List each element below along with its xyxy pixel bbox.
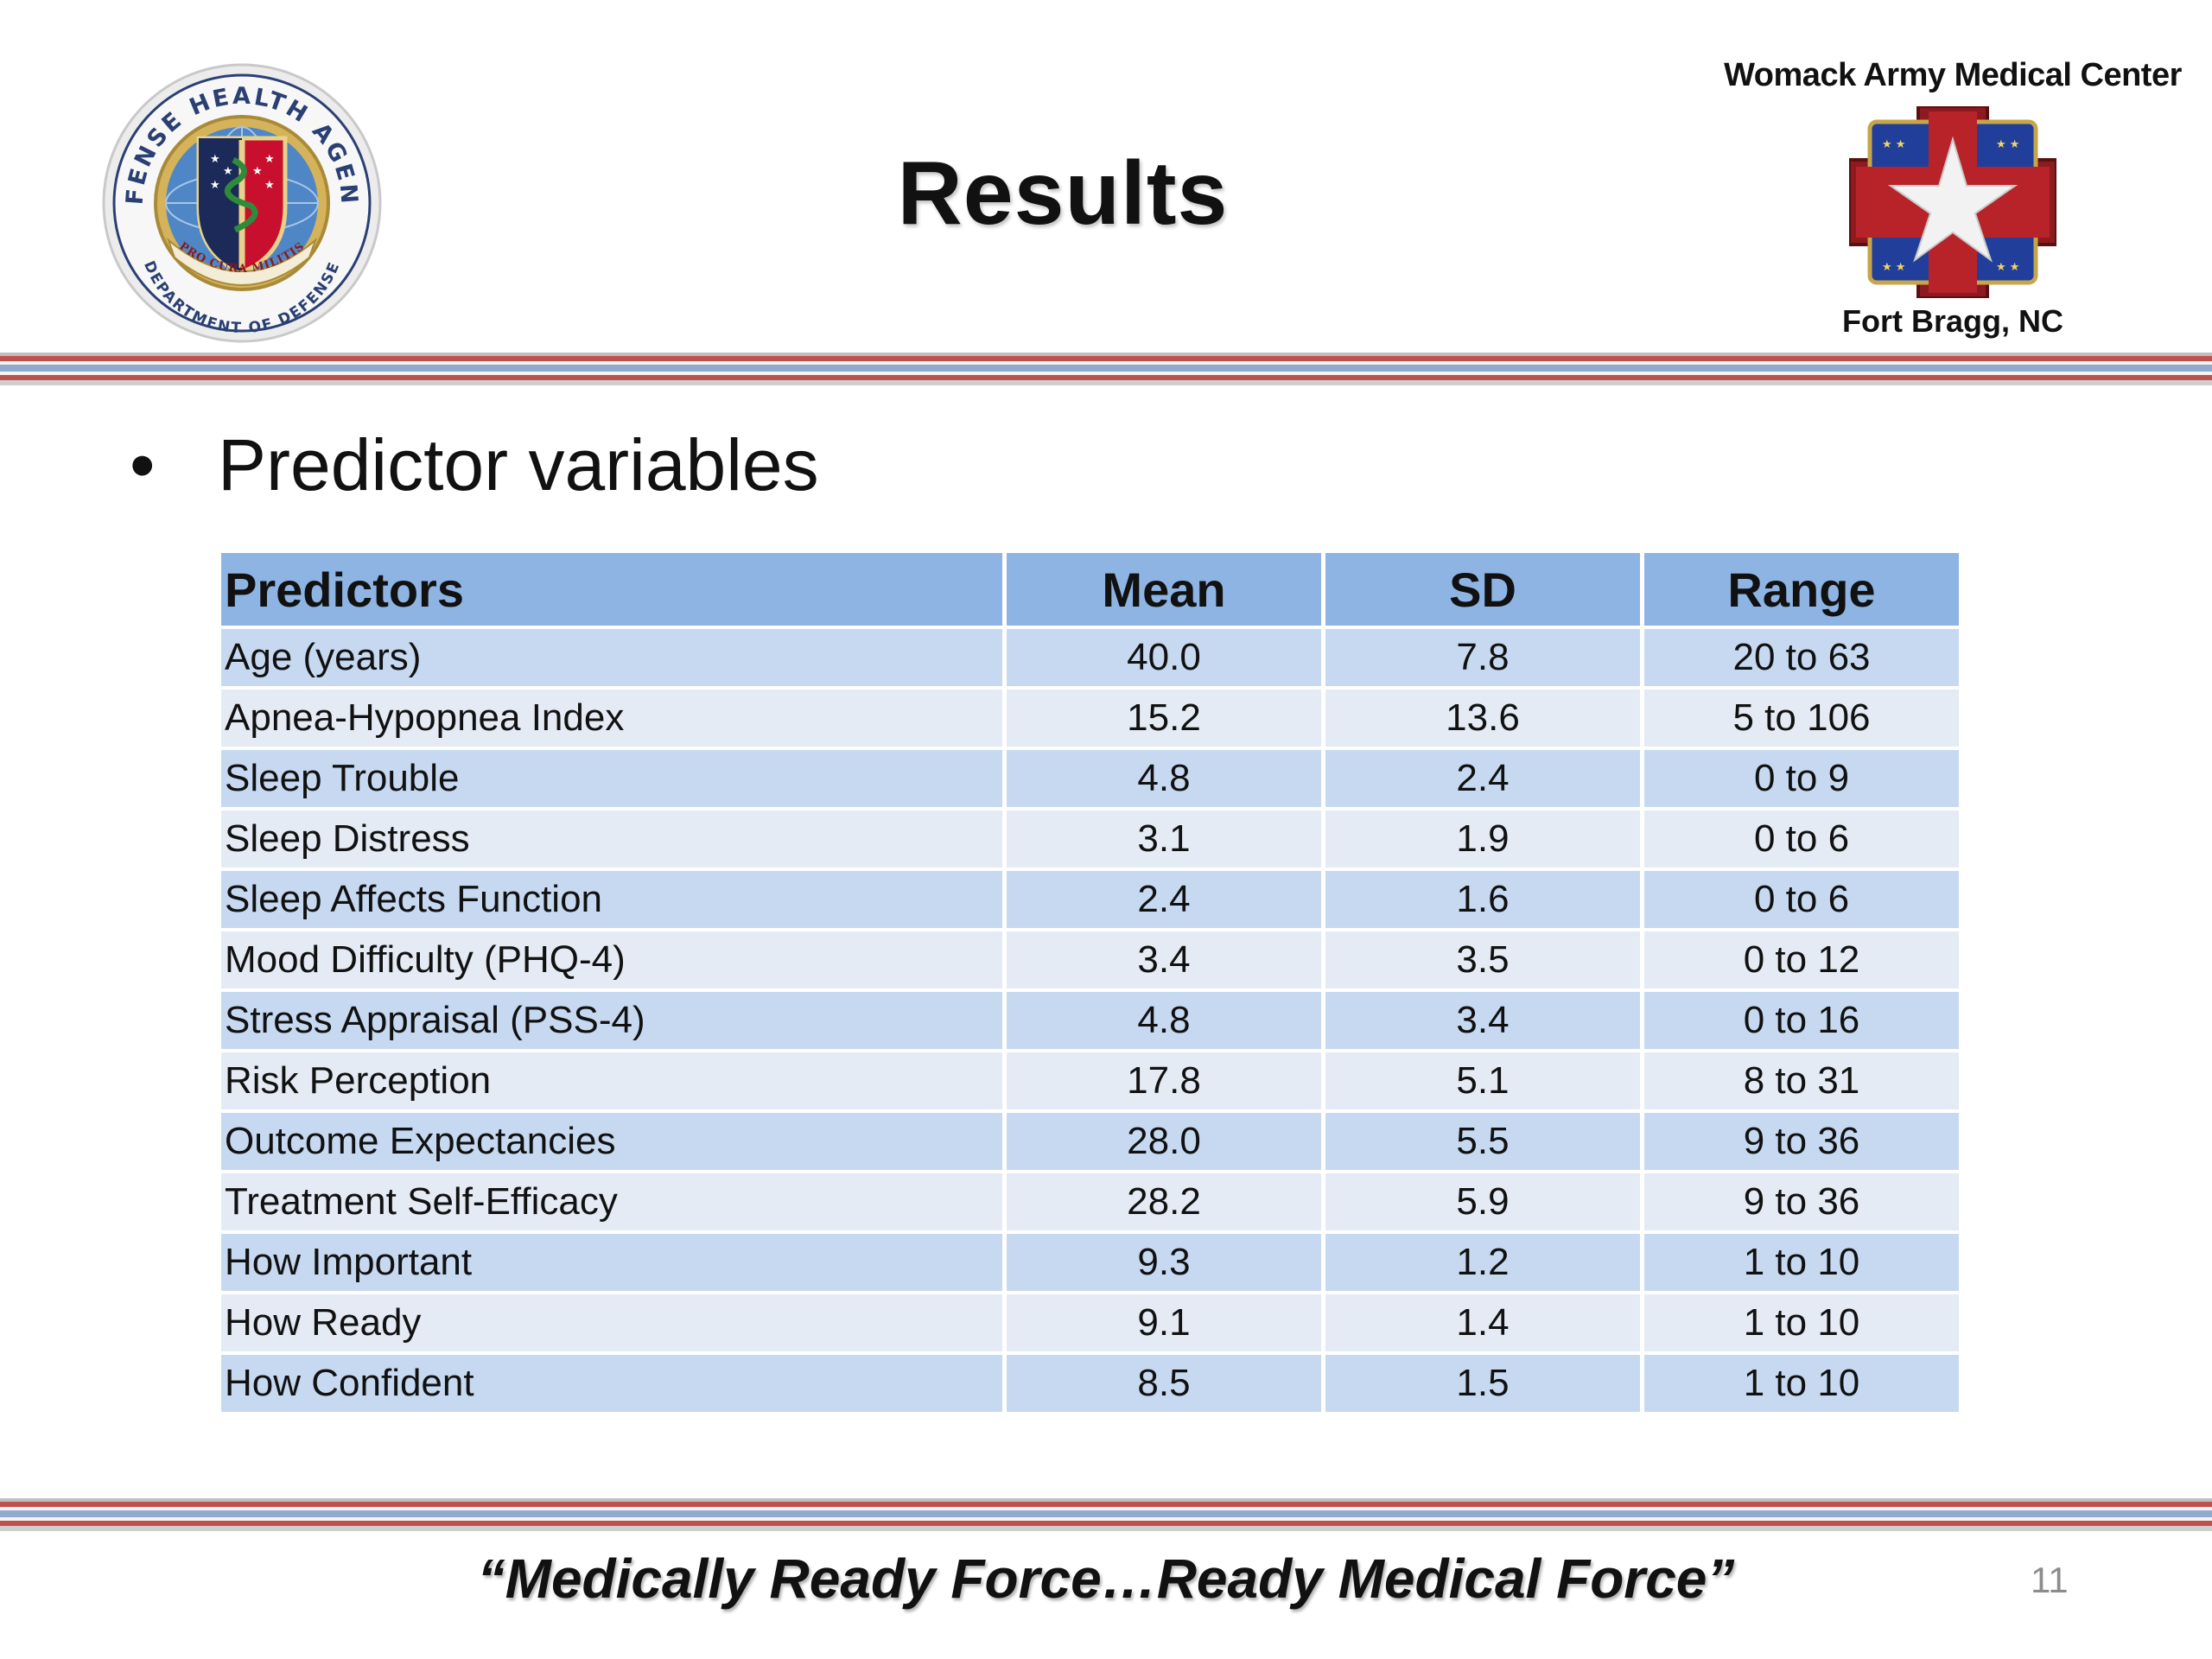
mean-cell: 28.0: [1007, 1113, 1321, 1170]
range-cell: 8 to 31: [1644, 1052, 1959, 1109]
predictor-cell: Sleep Trouble: [221, 750, 1002, 807]
sd-cell: 1.9: [1325, 810, 1640, 868]
range-cell: 9 to 36: [1644, 1173, 1959, 1230]
range-cell: 20 to 63: [1644, 629, 1959, 686]
sd-cell: 3.4: [1325, 992, 1640, 1049]
predictor-cell: Risk Perception: [221, 1052, 1002, 1109]
predictor-cell: Stress Appraisal (PSS-4): [221, 992, 1002, 1049]
predictor-cell: Sleep Affects Function: [221, 871, 1002, 928]
sd-cell: 2.4: [1325, 750, 1640, 807]
range-cell: 5 to 106: [1644, 690, 1959, 747]
column-header-sd: SD: [1325, 553, 1640, 626]
sd-cell: 7.8: [1325, 629, 1640, 686]
footer-divider-stripe: [0, 1498, 2212, 1533]
table-row: Outcome Expectancies 28.0 5.5 9 to 36: [221, 1113, 1959, 1170]
predictor-cell: Sleep Distress: [221, 810, 1002, 868]
table-row: Apnea-Hypopnea Index 15.2 13.6 5 to 106: [221, 690, 1959, 747]
mean-cell: 2.4: [1007, 871, 1321, 928]
bullet-text: Predictor variables: [218, 424, 819, 505]
table-row: How Confident 8.5 1.5 1 to 10: [221, 1355, 1959, 1412]
mean-cell: 9.3: [1007, 1234, 1321, 1291]
column-header-range: Range: [1644, 553, 1959, 626]
sd-cell: 1.5: [1325, 1355, 1640, 1412]
sd-cell: 1.6: [1325, 871, 1640, 928]
sd-cell: 5.9: [1325, 1173, 1640, 1230]
mean-cell: 4.8: [1007, 992, 1321, 1049]
org-location: Fort Bragg, NC: [1842, 303, 2063, 339]
column-header-mean: Mean: [1007, 553, 1321, 626]
svg-text:★ ★: ★ ★: [1882, 138, 1905, 151]
page-number: 11: [2031, 1560, 2069, 1600]
mean-cell: 40.0: [1007, 629, 1321, 686]
svg-text:★ ★: ★ ★: [1996, 138, 2019, 151]
column-header-predictors: Predictors: [221, 553, 1002, 626]
mean-cell: 17.8: [1007, 1052, 1321, 1109]
sd-cell: 1.2: [1325, 1234, 1640, 1291]
svg-text:★ ★: ★ ★: [1882, 261, 1905, 274]
footer-motto: “Medically Ready Force…Ready Medical For…: [477, 1548, 1735, 1610]
predictor-cell: Mood Difficulty (PHQ-4): [221, 931, 1002, 988]
womack-logo: Womack Army Medical Center ★ ★ ★ ★ ★ ★ ★ ★…: [1719, 57, 2186, 340]
range-cell: 1 to 10: [1644, 1234, 1959, 1291]
mean-cell: 15.2: [1007, 690, 1321, 747]
table-row: Sleep Distress 3.1 1.9 0 to 6: [221, 810, 1959, 868]
predictor-cell: Outcome Expectancies: [221, 1113, 1002, 1170]
defense-health-agency-seal: ★★★ ★★★ PRO CURA MILITIS DEFENSE HEALTH …: [86, 60, 382, 343]
range-cell: 1 to 10: [1644, 1294, 1959, 1351]
sd-cell: 3.5: [1325, 931, 1640, 988]
org-name: Womack Army Medical Center: [1724, 57, 2182, 93]
predictor-cell: How Important: [221, 1234, 1002, 1291]
table-row: Mood Difficulty (PHQ-4) 3.4 3.5 0 to 12: [221, 931, 1959, 988]
range-cell: 0 to 12: [1644, 931, 1959, 988]
table-row: Sleep Trouble 4.8 2.4 0 to 9: [221, 750, 1959, 807]
table-row: Stress Appraisal (PSS-4) 4.8 3.4 0 to 16: [221, 992, 1959, 1049]
range-cell: 0 to 9: [1644, 750, 1959, 807]
predictor-cell: Apnea-Hypopnea Index: [221, 690, 1002, 747]
sd-cell: 13.6: [1325, 690, 1640, 747]
svg-text:★: ★: [210, 153, 220, 166]
range-cell: 9 to 36: [1644, 1113, 1959, 1170]
mean-cell: 8.5: [1007, 1355, 1321, 1412]
table-row: Treatment Self-Efficacy 28.2 5.9 9 to 36: [221, 1173, 1959, 1230]
range-cell: 0 to 16: [1644, 992, 1959, 1049]
range-cell: 0 to 6: [1644, 871, 1959, 928]
predictor-cell: How Confident: [221, 1355, 1002, 1412]
svg-text:★: ★: [264, 179, 275, 192]
svg-text:★: ★: [223, 165, 233, 178]
sd-cell: 5.5: [1325, 1113, 1640, 1170]
sd-cell: 1.4: [1325, 1294, 1640, 1351]
sd-cell: 5.1: [1325, 1052, 1640, 1109]
mean-cell: 4.8: [1007, 750, 1321, 807]
svg-text:★: ★: [252, 165, 263, 178]
svg-text:★ ★: ★ ★: [1996, 261, 2019, 274]
table-row: How Ready 9.1 1.4 1 to 10: [221, 1294, 1959, 1351]
bullet-dot: •: [130, 424, 156, 505]
table-row: Sleep Affects Function 2.4 1.6 0 to 6: [221, 871, 1959, 928]
predictor-cell: Age (years): [221, 629, 1002, 686]
svg-text:★: ★: [210, 179, 220, 192]
predictor-cell: Treatment Self-Efficacy: [221, 1173, 1002, 1230]
range-cell: 0 to 6: [1644, 810, 1959, 868]
table-row: Risk Perception 17.8 5.1 8 to 31: [221, 1052, 1959, 1109]
mean-cell: 3.1: [1007, 810, 1321, 868]
mean-cell: 9.1: [1007, 1294, 1321, 1351]
predictor-cell: How Ready: [221, 1294, 1002, 1351]
predictor-table: Predictors Mean SD Range Age (years) 40.…: [217, 550, 1963, 1415]
header-divider-stripe: [0, 353, 2212, 387]
slide-title: Results: [897, 143, 1229, 244]
range-cell: 1 to 10: [1644, 1355, 1959, 1412]
mean-cell: 3.4: [1007, 931, 1321, 988]
table-header-row: Predictors Mean SD Range: [221, 553, 1959, 626]
table-row: How Important 9.3 1.2 1 to 10: [221, 1234, 1959, 1291]
svg-text:★: ★: [264, 153, 275, 166]
table-row: Age (years) 40.0 7.8 20 to 63: [221, 629, 1959, 686]
mean-cell: 28.2: [1007, 1173, 1321, 1230]
medical-center-emblem: ★ ★ ★ ★ ★ ★ ★ ★: [1849, 106, 2056, 298]
